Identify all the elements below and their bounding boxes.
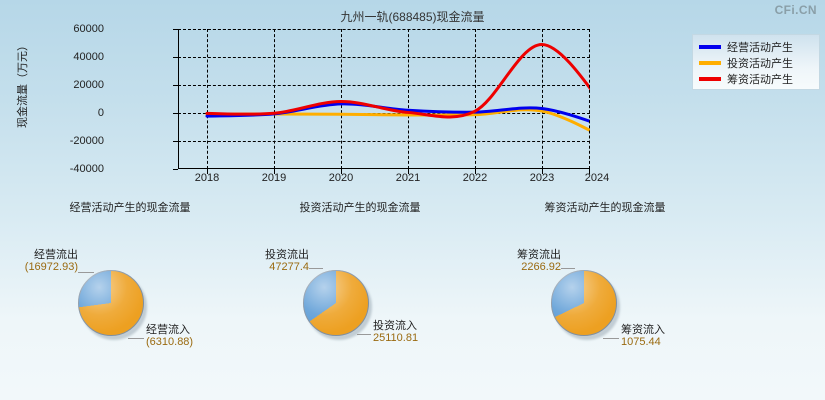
pie-chart-operating bbox=[78, 270, 147, 340]
gridline-vertical bbox=[475, 29, 476, 169]
gridline-horizontal bbox=[178, 85, 590, 86]
legend-label-investing: 投资活动产生 bbox=[727, 58, 793, 70]
pie-leader-in-investing bbox=[357, 334, 371, 335]
gridline-horizontal bbox=[178, 57, 590, 58]
pie-in-label-investing: 投资流入 bbox=[373, 320, 417, 332]
y-axis-label: 现金流量（万元） bbox=[17, 40, 29, 128]
x-tick-mark bbox=[274, 169, 275, 174]
x-tick-mark bbox=[341, 169, 342, 174]
pie-out-label-financing: 筹资流出 bbox=[517, 249, 561, 261]
pie-slices-financing bbox=[551, 270, 617, 336]
pie-in-label-operating: 经营流入 bbox=[146, 324, 190, 336]
pie-leader-in-operating bbox=[128, 338, 144, 339]
pie-out-label-investing: 投资流出 bbox=[265, 249, 309, 261]
pie-in-label-financing: 筹资流入 bbox=[621, 324, 665, 336]
pie-out-value-operating: (16972.93) bbox=[24, 261, 78, 273]
x-tick-label: 2019 bbox=[261, 172, 287, 184]
legend-item-investing: 投资活动产生 bbox=[693, 55, 819, 71]
x-tick-mark bbox=[542, 169, 543, 174]
page-title: 九州一轨(688485)现金流量 bbox=[340, 10, 485, 24]
legend-item-financing: 筹资活动产生 bbox=[693, 71, 819, 87]
y-tick-mark bbox=[173, 141, 178, 142]
legend-label-operating: 经营活动产生 bbox=[727, 42, 793, 54]
x-tick-label: 2020 bbox=[328, 172, 354, 184]
gridline-vertical bbox=[408, 29, 409, 169]
pie-out-value-financing: 2266.92 bbox=[521, 261, 561, 273]
section-title-financing: 筹资活动产生的现金流量 bbox=[544, 202, 666, 214]
legend-swatch-operating bbox=[699, 45, 721, 49]
legend-item-operating: 经营活动产生 bbox=[693, 39, 819, 55]
plot-frame bbox=[178, 29, 590, 169]
gridline-horizontal bbox=[178, 141, 590, 142]
series-lines bbox=[205, 43, 590, 133]
gridline-vertical bbox=[542, 29, 543, 169]
x-tick-mark bbox=[589, 169, 590, 174]
gridline-vertical bbox=[274, 29, 275, 169]
pie-leader-in-financing bbox=[603, 338, 619, 339]
pie-out-value-investing: 47277.4 bbox=[269, 261, 309, 273]
pie-leader-out-financing bbox=[561, 268, 575, 269]
x-tick-mark bbox=[475, 169, 476, 174]
gridline-vertical bbox=[341, 29, 342, 169]
y-tick-label: -20000 bbox=[69, 135, 104, 147]
legend-swatch-financing bbox=[699, 77, 721, 81]
x-tick-label: 2022 bbox=[462, 172, 488, 184]
pie-slices-investing bbox=[303, 270, 369, 336]
legend-label-financing: 筹资活动产生 bbox=[727, 74, 793, 86]
y-tick-label: -40000 bbox=[69, 163, 104, 175]
legend-swatch-investing bbox=[699, 61, 721, 65]
pie-chart-financing bbox=[551, 270, 620, 340]
y-tick-label: 40000 bbox=[73, 51, 104, 63]
x-tick-label: 2024 bbox=[584, 172, 610, 184]
y-tick-mark bbox=[173, 113, 178, 114]
x-tick-label: 2021 bbox=[395, 172, 421, 184]
chart-legend: 经营活动产生 投资活动产生 筹资活动产生 bbox=[692, 34, 820, 90]
pie-block-investing: 投资流出 47277.4 投资流入 25110.81 bbox=[225, 249, 475, 370]
section-title-investing: 投资活动产生的现金流量 bbox=[299, 202, 421, 214]
pie-block-operating: 经营流出 (16972.93) 经营流入 (6310.88) bbox=[0, 249, 250, 370]
x-tick-label: 2018 bbox=[194, 172, 220, 184]
pie-slices-operating bbox=[78, 270, 144, 336]
pie-in-value-operating: (6310.88) bbox=[146, 336, 194, 348]
x-tick-label: 2023 bbox=[529, 172, 555, 184]
y-tick-mark bbox=[173, 169, 178, 170]
section-title-operating: 经营活动产生的现金流量 bbox=[69, 202, 191, 214]
y-tick-label: 0 bbox=[97, 107, 104, 119]
pie-chart-investing bbox=[303, 270, 372, 340]
pie-in-value-financing: 1075.44 bbox=[621, 336, 661, 348]
pie-out-label-operating: 经营流出 bbox=[34, 249, 78, 261]
x-tick-mark bbox=[207, 169, 208, 174]
pie-in-value-investing: 25110.81 bbox=[373, 332, 419, 344]
pie-leader-out-investing bbox=[309, 268, 323, 269]
gridline-vertical bbox=[207, 29, 208, 169]
pie-block-financing: 筹资流出 2266.92 筹资流入 1075.44 bbox=[473, 249, 723, 370]
y-tick-mark bbox=[173, 57, 178, 58]
y-tick-mark bbox=[173, 29, 178, 30]
series-line-2 bbox=[205, 43, 590, 119]
cfi-watermark: CFi.CN bbox=[774, 3, 817, 17]
x-tick-mark bbox=[408, 169, 409, 174]
y-tick-mark bbox=[173, 85, 178, 86]
y-tick-label: 60000 bbox=[73, 23, 104, 35]
cash-flow-line-chart: 现金流量（万元） 60000 40000 20000 0 -20000 -400… bbox=[0, 20, 700, 185]
y-tick-label: 20000 bbox=[73, 79, 104, 91]
